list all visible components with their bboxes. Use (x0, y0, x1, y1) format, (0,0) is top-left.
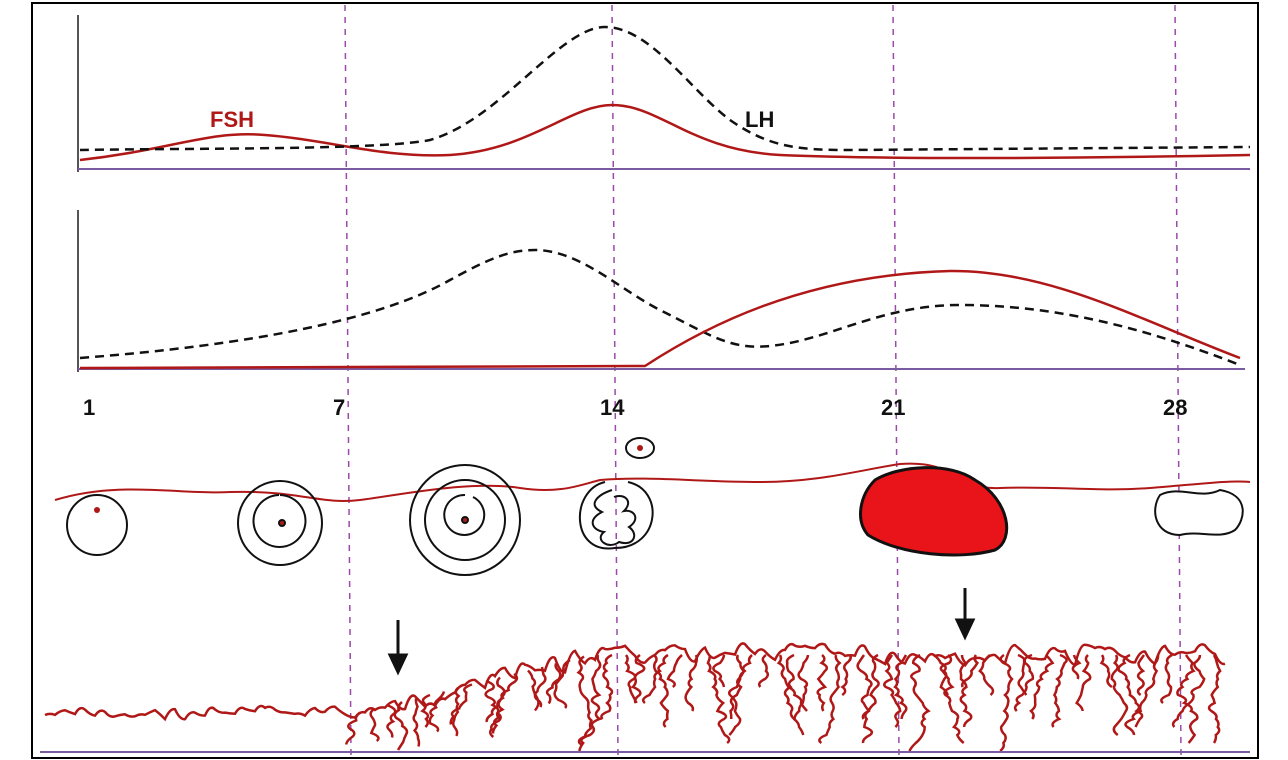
gland (1160, 653, 1173, 704)
gland (393, 701, 409, 751)
progesterone-curve (79, 269, 1241, 370)
gland (1071, 654, 1082, 680)
gland (1207, 654, 1222, 744)
gland (369, 707, 380, 743)
gland (712, 654, 726, 688)
oocyte (94, 507, 100, 513)
gland (386, 704, 397, 738)
day-guide (1174, 4, 1182, 756)
gland (757, 653, 770, 688)
fsh-curve (79, 103, 1251, 162)
gland (485, 672, 519, 723)
frame (31, 2, 1259, 759)
arrows (387, 588, 976, 676)
gland (999, 653, 1014, 752)
gland (783, 653, 805, 736)
gland (1051, 653, 1068, 728)
lh-curve (79, 25, 1251, 152)
gland (856, 654, 874, 744)
gland (939, 654, 965, 744)
gland (840, 654, 852, 697)
gland (1117, 653, 1144, 728)
gland (1171, 654, 1206, 728)
day-label: 21 (881, 395, 905, 420)
gland (883, 654, 902, 728)
gland (630, 653, 646, 704)
gland (1110, 654, 1129, 737)
gland (484, 679, 502, 738)
gland (576, 655, 593, 746)
gland (1099, 654, 1113, 689)
gland (420, 693, 431, 728)
gland (578, 654, 603, 752)
day-label: 7 (333, 395, 345, 420)
day-guides (344, 4, 1182, 756)
gland (545, 663, 562, 705)
gland (727, 654, 753, 736)
ovary-surface (54, 462, 1251, 503)
gland (1074, 654, 1092, 712)
gland (1136, 654, 1146, 697)
gland (776, 654, 808, 712)
gland (959, 654, 973, 728)
gland (1029, 654, 1055, 720)
gland (893, 654, 908, 720)
primordial-follicle (66, 494, 128, 556)
gland (818, 654, 842, 745)
day-guide (611, 4, 619, 756)
lh-label: LH (745, 107, 774, 132)
gland (793, 654, 810, 720)
day-labels: 1 7 14 21 28 (83, 395, 1187, 420)
day-label: 28 (1163, 395, 1187, 420)
gland (666, 654, 683, 689)
gland (449, 683, 473, 725)
gland (960, 654, 979, 688)
gland (652, 654, 670, 728)
gland (908, 653, 931, 752)
gland (553, 658, 571, 709)
gland (428, 691, 446, 733)
gland (978, 654, 995, 696)
gland (624, 654, 638, 704)
endometrium (44, 642, 1226, 752)
day-label: 14 (600, 395, 625, 420)
growing-follicles (237, 437, 655, 576)
gland (1124, 654, 1160, 736)
gland (1176, 654, 1199, 744)
gland (344, 711, 361, 745)
day-guide (892, 4, 900, 756)
gland (533, 666, 547, 708)
gland (412, 698, 421, 747)
gland (451, 687, 461, 737)
fsh-label: FSH (210, 107, 254, 132)
gland (729, 654, 746, 720)
day-label: 1 (83, 395, 95, 420)
day-guide (344, 4, 352, 756)
gland (706, 654, 731, 744)
gland (527, 669, 540, 712)
corpus-luteum (859, 466, 1009, 557)
gland (1013, 653, 1035, 712)
estrogen-curve (79, 248, 1241, 367)
corpus-albicans (1154, 488, 1244, 537)
gland (600, 653, 614, 720)
gland (684, 654, 699, 712)
gland (641, 653, 669, 704)
gland (816, 654, 829, 712)
gland (861, 653, 880, 720)
